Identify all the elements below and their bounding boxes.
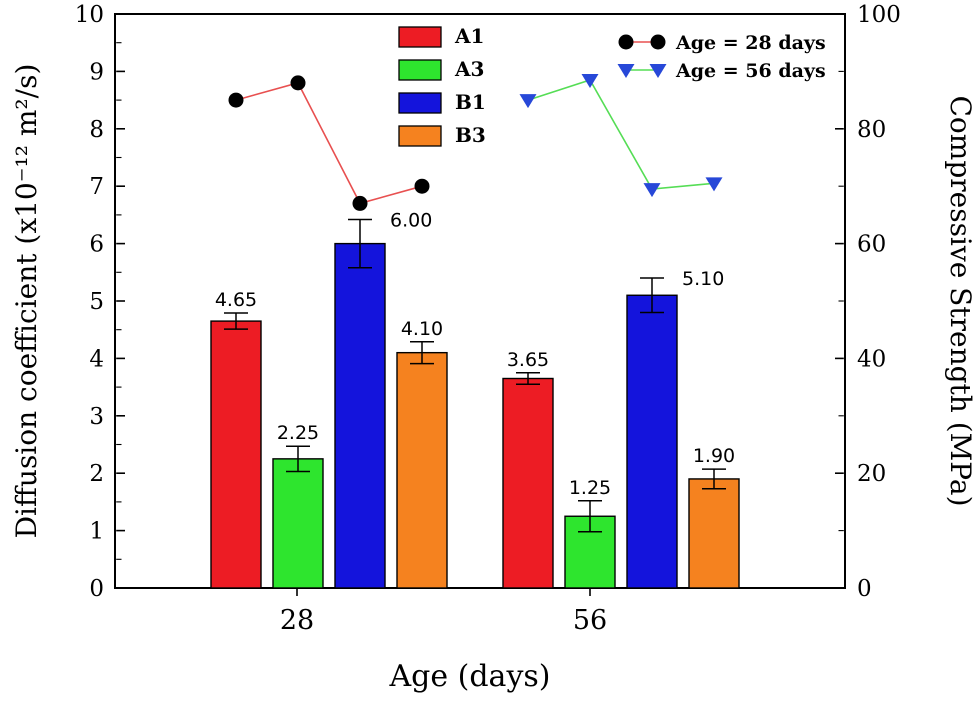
bar-B1-age28: [334, 242, 386, 589]
legend-swatch-B1: [398, 92, 442, 114]
bar-value-label: 1.25: [569, 477, 611, 499]
right-tick-label: 0: [857, 576, 872, 602]
right-tick-label: 100: [857, 2, 901, 28]
legend-line-label: Age = 28 days: [675, 32, 826, 54]
circle-marker: [650, 34, 666, 50]
legend-swatch-B3: [398, 125, 442, 147]
circle-marker: [352, 195, 368, 211]
x-tick-label: 28: [280, 605, 314, 636]
strength-line: [527, 79, 715, 190]
legend-bar-label: B3: [455, 123, 486, 147]
right-tick-label: 20: [857, 461, 886, 487]
right-tick-label: 60: [857, 232, 886, 258]
left-tick-label: 8: [89, 117, 104, 143]
triangle-down-marker: [617, 64, 635, 78]
x-axis-title: Age (days): [388, 659, 550, 694]
left-tick-label: 6: [89, 232, 104, 258]
legend-bar-label: A1: [454, 24, 484, 48]
bar-A3-age28: [272, 458, 324, 589]
circle-marker: [228, 92, 244, 108]
bar-A1-age28: [210, 320, 262, 589]
legend-line-label: Age = 56 days: [675, 60, 826, 82]
legend-swatch-A3: [398, 59, 442, 81]
left-tick-label: 3: [89, 404, 104, 430]
bar-value-label: 3.65: [507, 349, 549, 371]
left-tick-label: 7: [89, 174, 104, 200]
left-tick-label: 5: [89, 289, 104, 315]
bar-value-label: 5.10: [682, 268, 724, 290]
right-axis-title: Compressive Strength (MPa): [944, 95, 977, 506]
bar-value-label: 1.90: [693, 445, 735, 467]
triangle-down-marker: [519, 94, 537, 109]
circle-marker: [290, 75, 306, 91]
bar-value-label: 4.65: [215, 289, 257, 311]
bar-A1-age56: [502, 377, 554, 589]
legend-swatch-A1: [398, 26, 442, 48]
legend-bar-label: A3: [454, 57, 484, 81]
left-tick-label: 1: [89, 519, 104, 545]
bar-value-label: 2.25: [277, 422, 319, 444]
bar-B3-age28: [396, 351, 448, 589]
circle-marker: [414, 178, 430, 194]
bar-B1-age56: [626, 294, 678, 589]
left-tick-label: 10: [75, 2, 104, 28]
left-tick-label: 0: [89, 576, 104, 602]
triangle-down-marker: [643, 183, 661, 198]
legend-bar-label: B1: [455, 90, 486, 114]
triangle-down-marker: [649, 64, 667, 78]
bar-B3-age56: [688, 478, 740, 589]
triangle-down-marker: [581, 74, 599, 89]
strength-line: [235, 81, 423, 205]
right-tick-label: 80: [857, 117, 886, 143]
left-tick-label: 2: [89, 461, 104, 487]
bar-value-label: 4.10: [401, 318, 443, 340]
plot-frame: [114, 13, 846, 589]
left-tick-label: 9: [89, 59, 104, 85]
circle-marker: [618, 34, 634, 50]
triangle-down-marker: [705, 177, 723, 192]
left-axis-title: Diffusion coefficient (x10⁻¹² m²/s): [10, 64, 43, 539]
right-tick-label: 40: [857, 346, 886, 372]
x-tick-label: 56: [573, 605, 607, 636]
left-tick-label: 4: [89, 346, 104, 372]
bar-value-label: 6.00: [390, 209, 432, 231]
